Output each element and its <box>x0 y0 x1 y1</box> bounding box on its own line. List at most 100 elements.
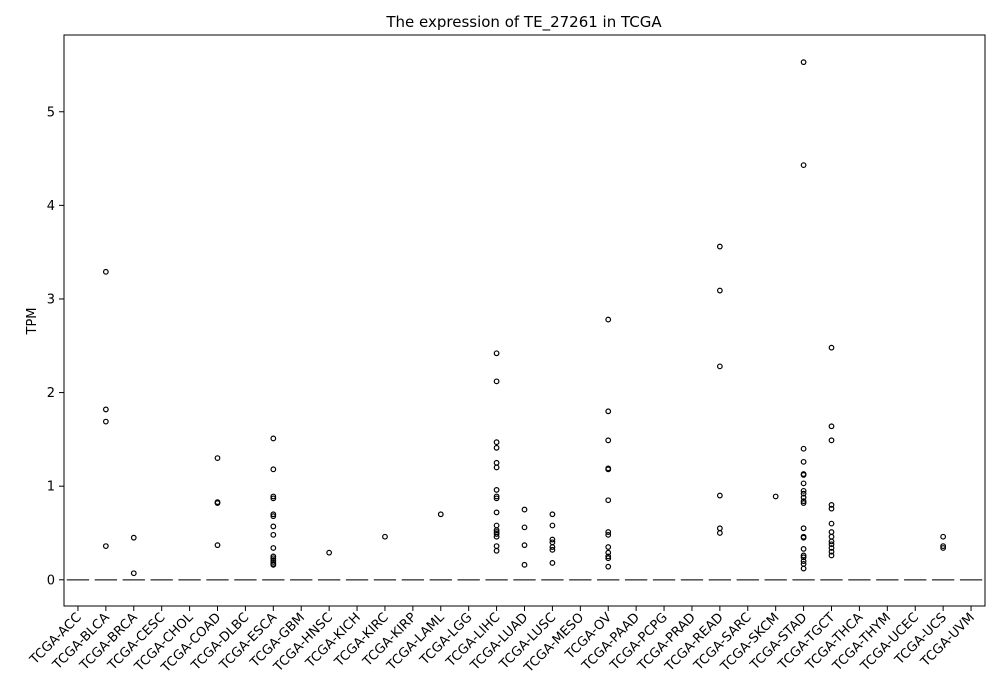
outlier-point <box>493 495 500 502</box>
outlier-point <box>800 565 807 572</box>
outlier-point <box>270 523 277 530</box>
outlier-point <box>828 529 835 535</box>
outlier-point <box>716 287 723 294</box>
outlier-point <box>800 534 807 541</box>
outlier-point <box>605 437 612 444</box>
outlier-point <box>270 559 277 565</box>
outlier-point <box>828 541 835 548</box>
outlier-point <box>521 524 528 531</box>
outlier-point <box>493 543 500 549</box>
outlier-point <box>605 531 612 538</box>
outlier-point <box>549 536 556 543</box>
outlier-point <box>521 506 528 513</box>
outlier-point <box>772 493 779 500</box>
outlier-point <box>270 531 277 538</box>
outlier-point <box>493 533 500 540</box>
outlier-point <box>102 418 109 425</box>
outlier-point <box>493 350 500 357</box>
outlier-point <box>605 553 612 560</box>
outlier-point <box>800 490 807 497</box>
outlier-point <box>605 497 612 504</box>
outlier-point <box>800 500 807 506</box>
outlier-point <box>828 502 835 508</box>
outlier-point <box>828 538 835 545</box>
outlier-point <box>800 498 807 505</box>
outlier-point <box>800 525 807 532</box>
outlier-point <box>493 547 500 554</box>
outlier-point <box>828 520 835 527</box>
outlier-point <box>605 408 612 415</box>
plot-frame <box>63 34 986 607</box>
outlier-point <box>828 533 835 540</box>
outlier-point <box>828 437 835 444</box>
outlier-point <box>800 472 807 478</box>
y-tick-label: 3 <box>47 292 55 307</box>
outlier-point <box>270 561 277 568</box>
outlier-point <box>214 455 221 462</box>
outlier-point <box>940 533 947 540</box>
outlier-point <box>800 480 807 487</box>
y-tick-label: 4 <box>47 199 55 214</box>
outlier-point <box>800 494 807 501</box>
outlier-point <box>800 445 807 452</box>
outlier-point <box>605 563 612 570</box>
outlier-point <box>828 548 835 555</box>
outlier-point <box>605 544 612 550</box>
outlier-point <box>800 162 807 169</box>
y-axis-label: TPM <box>25 308 40 336</box>
outlier-point <box>800 558 807 564</box>
outlier-point <box>102 543 109 549</box>
outlier-point <box>828 552 835 559</box>
outlier-point <box>940 543 947 549</box>
outlier-point <box>800 487 807 494</box>
outlier-point <box>828 505 835 512</box>
outlier-point <box>102 406 109 413</box>
outlier-point <box>549 560 556 566</box>
y-tick-label: 0 <box>47 573 55 588</box>
outlier-point <box>493 509 500 516</box>
outlier-point <box>605 529 612 535</box>
outlier-point <box>493 464 500 471</box>
outlier-point <box>493 531 500 537</box>
outlier-point <box>800 546 807 552</box>
outlier-point <box>270 435 277 442</box>
y-tick-label: 2 <box>47 386 55 401</box>
outlier-point <box>493 493 500 500</box>
outlier-point <box>716 492 723 499</box>
outlier-point <box>326 549 333 556</box>
outlier-point <box>214 500 221 506</box>
outlier-point <box>549 511 556 518</box>
outlier-point <box>605 549 612 556</box>
outlier-point <box>270 513 277 520</box>
outlier-point <box>549 544 556 550</box>
outlier-point <box>605 555 612 562</box>
outlier-point <box>270 555 277 562</box>
outlier-point <box>605 466 612 473</box>
outlier-point <box>270 493 277 500</box>
chart-title: The expression of TE_27261 in TCGA <box>385 13 662 32</box>
outlier-point <box>270 495 277 502</box>
outlier-point <box>493 487 500 493</box>
y-tick-label: 5 <box>47 105 55 120</box>
outlier-point <box>549 522 556 529</box>
outlier-point <box>130 570 137 577</box>
y-tick-label: 1 <box>47 480 55 495</box>
outlier-point <box>270 545 277 551</box>
outlier-point <box>828 344 835 351</box>
outlier-point <box>382 533 388 540</box>
outlier-point <box>716 363 723 370</box>
outlier-point <box>605 316 612 323</box>
outlier-point <box>521 542 528 549</box>
outlier-point <box>270 466 277 473</box>
outlier-point <box>549 546 556 553</box>
outlier-point <box>940 545 947 551</box>
outlier-point <box>828 545 835 551</box>
outlier-point <box>800 458 807 465</box>
outlier-point <box>102 268 109 275</box>
outlier-point <box>214 542 221 549</box>
outlier-point <box>270 511 277 518</box>
outlier-point <box>800 552 807 559</box>
outlier-point <box>800 59 807 66</box>
outlier-point <box>800 554 807 561</box>
